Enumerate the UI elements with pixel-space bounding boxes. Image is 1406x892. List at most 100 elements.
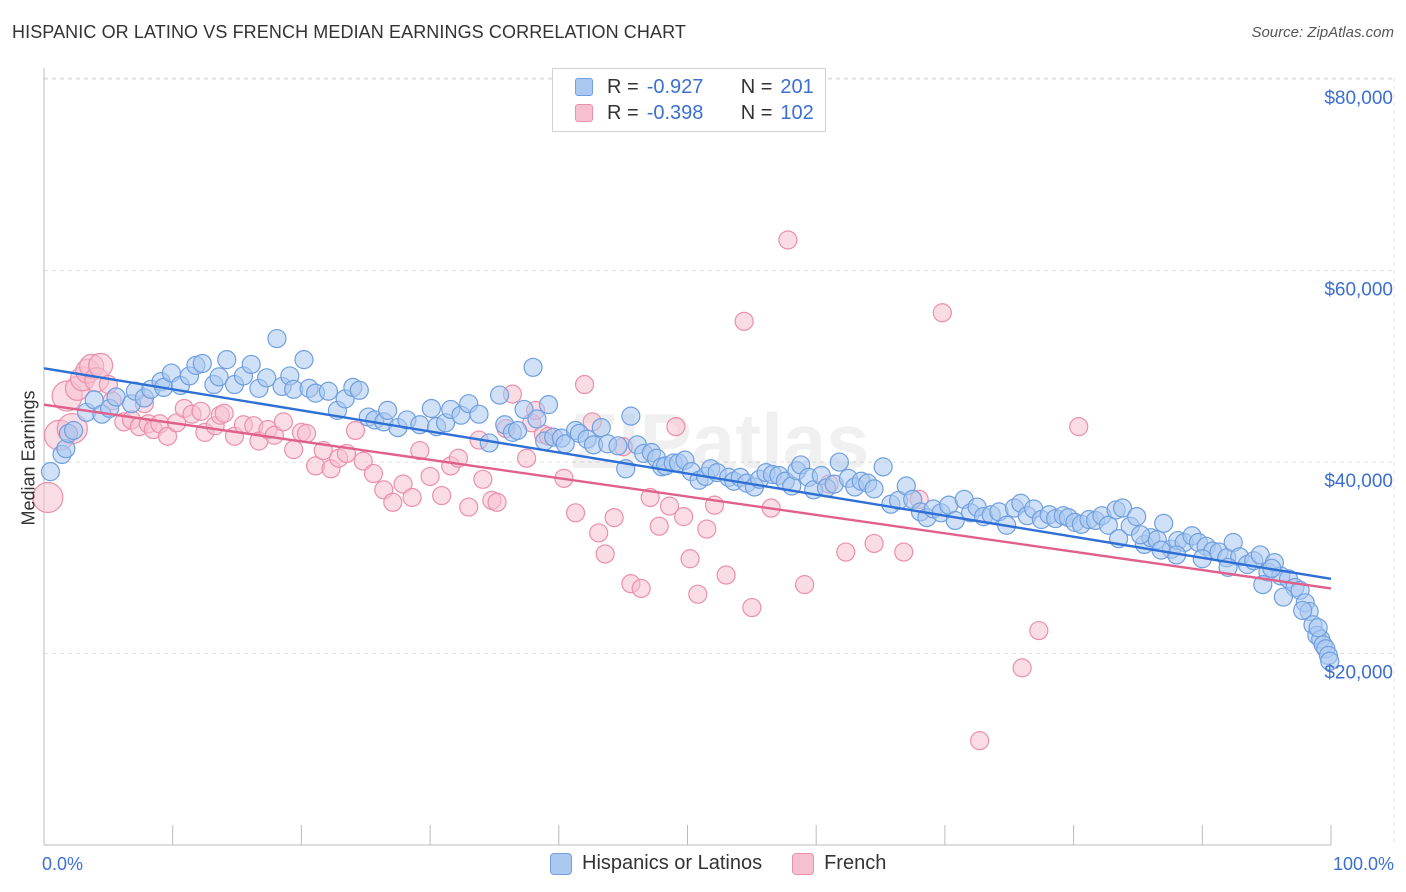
hispanic-point xyxy=(64,420,84,441)
french-point xyxy=(1069,417,1089,437)
series-french-points xyxy=(32,230,1089,751)
french-point xyxy=(473,469,493,489)
correlation-legend: R = -0.927 N = 201 R = -0.398 N = 102 xyxy=(552,68,826,132)
series-legend-french[interactable]: French xyxy=(792,852,886,875)
french-point xyxy=(420,466,440,487)
series-legend-label: French xyxy=(824,852,887,874)
hispanic-point xyxy=(1293,600,1313,621)
french-trend-line xyxy=(43,403,1332,590)
hispanic-point xyxy=(192,353,212,374)
french-point xyxy=(353,451,373,471)
hispanic-point xyxy=(527,409,547,429)
hispanic-point xyxy=(608,436,628,456)
y-axis-label: Median Earnings xyxy=(18,390,39,526)
hispanic-point xyxy=(1112,498,1133,518)
hispanic-point xyxy=(318,381,339,401)
hispanic-point xyxy=(621,406,641,426)
french-point xyxy=(836,542,856,562)
french-point xyxy=(604,507,624,528)
french-point xyxy=(589,523,609,543)
y-tick-label: $60,000 xyxy=(1324,280,1393,301)
series-legend: Hispanics or Latinos French xyxy=(550,852,916,875)
series-legend-swatch-pink xyxy=(792,852,815,875)
french-point xyxy=(631,578,651,599)
french-point xyxy=(432,485,452,506)
hispanic-point xyxy=(538,395,559,415)
hispanic-point xyxy=(508,420,528,441)
legend-swatch-pink xyxy=(575,104,593,122)
hispanic-point xyxy=(40,462,61,482)
hispanic-point xyxy=(349,380,369,400)
legend-n-label: N = xyxy=(740,101,773,124)
legend-r-value: -0.398 xyxy=(646,101,704,124)
chart-title: HISPANIC OR LATINO VS FRENCH MEDIAN EARN… xyxy=(12,22,686,42)
french-point xyxy=(716,565,736,585)
hispanic-point xyxy=(873,457,893,477)
french-point xyxy=(32,481,64,514)
french-point xyxy=(659,496,680,516)
x-tick-labels: 0.0% 100.0% xyxy=(42,854,1394,874)
french-point xyxy=(284,440,304,460)
legend-n-value: 102 xyxy=(780,101,814,124)
hispanic-point xyxy=(514,399,534,420)
french-point xyxy=(778,230,798,250)
axes xyxy=(43,68,1332,846)
french-point xyxy=(864,533,884,554)
legend-n-label: N = xyxy=(740,75,773,98)
hispanic-point xyxy=(1154,513,1174,533)
legend-r-label: R = xyxy=(607,101,639,124)
french-point xyxy=(487,492,507,512)
y-tick-label: $20,000 xyxy=(1324,663,1393,684)
french-point xyxy=(697,519,717,539)
french-point xyxy=(383,492,403,512)
y-tick-labels: $20,000 $40,000 $60,000 $80,000 xyxy=(1324,88,1393,683)
french-point xyxy=(402,487,422,508)
french-point xyxy=(363,463,384,484)
legend-row-hispanic: R = -0.927 N = 201 xyxy=(575,73,814,101)
french-point xyxy=(595,544,615,564)
french-point xyxy=(734,311,754,331)
series-legend-swatch-blue xyxy=(550,852,572,875)
french-point xyxy=(88,352,114,378)
series-legend-hispanic[interactable]: Hispanics or Latinos xyxy=(550,852,762,875)
y-tick-label: $80,000 xyxy=(1324,88,1393,109)
hispanic-point xyxy=(257,368,277,388)
french-point xyxy=(680,549,700,569)
legend-r-value: -0.927 xyxy=(646,75,704,98)
french-point xyxy=(666,417,686,437)
french-point xyxy=(345,420,366,441)
french-point xyxy=(410,440,430,461)
french-point xyxy=(742,597,762,618)
french-point xyxy=(932,303,952,323)
french-point xyxy=(565,503,586,523)
hispanic-point xyxy=(1098,515,1118,535)
hispanic-point xyxy=(1308,618,1328,638)
hispanic-point xyxy=(469,404,489,424)
hispanic-point xyxy=(829,452,849,472)
hispanic-point xyxy=(267,328,287,349)
legend-n-value: 201 xyxy=(780,75,814,98)
hispanic-point xyxy=(1273,587,1293,607)
hispanic-point xyxy=(294,350,314,370)
french-point xyxy=(273,412,293,432)
chart-source: Source: ZipAtlas.com xyxy=(1251,24,1394,41)
hispanic-point xyxy=(209,367,229,387)
legend-r-label: R = xyxy=(607,75,639,98)
french-point xyxy=(970,731,990,751)
legend-row-french: R = -0.398 N = 102 xyxy=(575,99,814,127)
french-point xyxy=(157,426,178,446)
hispanic-point xyxy=(523,357,543,377)
y-tick-label: $40,000 xyxy=(1324,471,1393,492)
legend-swatch-blue xyxy=(575,78,593,96)
french-point xyxy=(191,401,211,421)
hispanic-point xyxy=(217,350,237,370)
french-point xyxy=(296,423,317,443)
hispanic-point xyxy=(1130,525,1151,545)
hispanic-point xyxy=(1320,651,1340,671)
hispanic-point xyxy=(864,479,884,499)
french-point xyxy=(459,497,479,517)
french-point xyxy=(1029,620,1049,641)
hispanic-point xyxy=(421,398,441,419)
